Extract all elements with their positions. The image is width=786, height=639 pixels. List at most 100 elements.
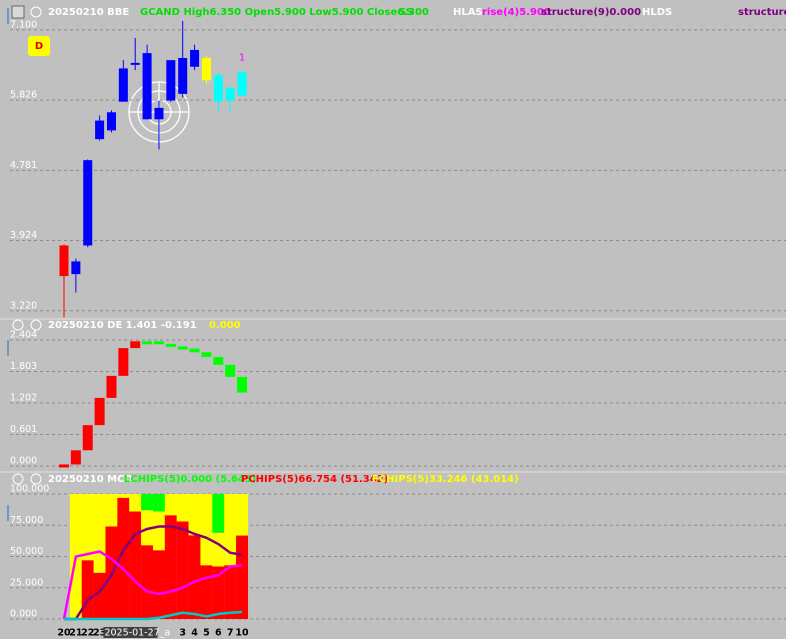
annotation: 1	[239, 53, 245, 64]
step-bar	[225, 364, 236, 377]
candle-body	[142, 53, 152, 120]
stacked-bar	[164, 494, 177, 516]
step-bar	[118, 348, 129, 376]
settings-icon[interactable]	[12, 319, 24, 331]
step-bar	[201, 352, 212, 358]
step-bar	[153, 341, 164, 345]
y-tick-label: 2.404	[10, 330, 37, 341]
panel-header: SS	[399, 7, 413, 18]
x-tick-label: 22	[81, 628, 94, 639]
stacked-bar	[81, 494, 94, 561]
x-tick-label: 7	[227, 628, 234, 639]
candle-body	[59, 245, 69, 277]
stacked-bar	[129, 511, 142, 619]
x-tick-label: 21	[69, 628, 82, 639]
x-tick-label: 23	[93, 628, 106, 639]
step-bar	[189, 348, 200, 353]
panel-header: rise(4)5.900	[482, 7, 551, 18]
stacked-bar	[200, 565, 213, 619]
y-tick-label: 25.000	[10, 577, 43, 588]
candle-body	[95, 120, 105, 140]
panel-header: structure(9	[738, 7, 786, 18]
step-bar	[165, 343, 176, 347]
y-tick-label: 4.781	[10, 160, 37, 171]
y-tick-label: 50.000	[10, 546, 43, 557]
close-icon[interactable]	[30, 319, 42, 331]
stacked-bar	[141, 494, 154, 511]
stacked-bar	[93, 572, 106, 619]
x-tick-label: 2025-01-27_a	[104, 628, 170, 639]
average-line	[64, 525, 243, 621]
step-bar	[213, 357, 224, 365]
timeframe-badge-label: D	[35, 41, 43, 52]
candle-body	[225, 87, 235, 101]
timeframe-badge[interactable]	[28, 36, 50, 56]
step-bar	[130, 341, 141, 349]
y-tick-label: 1.202	[10, 393, 37, 404]
step-bar	[70, 450, 81, 465]
close-icon[interactable]	[30, 473, 42, 485]
stacked-bar	[105, 494, 118, 527]
candle-body	[201, 57, 211, 81]
stacked-bar	[152, 550, 165, 619]
stacked-bar	[176, 521, 189, 619]
stacked-bar	[188, 494, 201, 536]
panel-header: structure(9)0.000	[541, 7, 641, 18]
average-line	[62, 550, 243, 620]
candle-body	[237, 72, 247, 96]
y-tick-label: 0.000	[10, 609, 37, 620]
legend-entry: LCHIPS(5)0.000 (5.643)	[124, 474, 256, 485]
panel-header: HLDS	[642, 7, 672, 18]
stacked-bar	[212, 532, 225, 567]
stacked-bar	[152, 511, 165, 551]
panel-header: GCAND High6.350 Open5.900 Low5.900 Close…	[140, 7, 429, 18]
stacked-bar	[93, 494, 106, 573]
candle-body	[118, 68, 128, 102]
x-tick-label: 10	[235, 628, 249, 639]
candle-body	[106, 112, 116, 131]
stacked-bar	[176, 494, 189, 522]
stacked-bar	[236, 535, 249, 619]
menu-icon[interactable]	[11, 5, 25, 19]
y-tick-label: 3.924	[10, 230, 37, 241]
x-tick-label: 20	[57, 628, 71, 639]
x-tick-label: 4	[191, 628, 198, 639]
stacked-bar	[141, 545, 154, 619]
step-bar	[59, 464, 69, 468]
step-bar	[177, 346, 188, 350]
candle-body	[178, 57, 188, 94]
panel-header: 20250210 DE 1.401 -0.191	[48, 320, 197, 331]
stacked-bar	[129, 494, 142, 512]
stacked-bar	[117, 497, 130, 619]
candle-body	[71, 261, 81, 275]
settings-icon[interactable]	[30, 6, 42, 18]
stacked-bar	[117, 494, 130, 498]
x-tick-label: 3	[179, 628, 186, 639]
step-bar	[142, 341, 153, 345]
candle-body	[130, 62, 140, 65]
average-line	[64, 610, 243, 621]
legend-entry: PCHIPS(5)66.754 (51.342)	[241, 474, 388, 485]
stacked-bar	[236, 494, 249, 536]
candle-body	[213, 75, 223, 102]
date-highlight	[103, 627, 158, 638]
legend-entry: FCHIPS(5)33.246 (43.014)	[372, 474, 519, 485]
panel-header: HLAS	[453, 7, 483, 18]
stacked-bar	[224, 494, 237, 566]
x-tick-label: 6	[215, 628, 222, 639]
stacked-bar	[164, 515, 177, 619]
y-tick-label: 100.000	[10, 484, 49, 495]
y-tick-label: 75.000	[10, 515, 43, 526]
stacked-bar	[212, 566, 225, 619]
stacked-bar	[212, 494, 225, 533]
stacked-bar	[152, 494, 165, 512]
panel-header: 0.000	[209, 320, 241, 331]
y-tick-label: 1.803	[10, 361, 37, 372]
y-tick-label: 0.601	[10, 424, 37, 435]
candle-body	[166, 60, 176, 101]
x-tick-label: 5	[203, 628, 210, 639]
step-bar	[237, 376, 248, 393]
settings-icon[interactable]	[12, 473, 24, 485]
stacked-bar	[200, 494, 213, 566]
